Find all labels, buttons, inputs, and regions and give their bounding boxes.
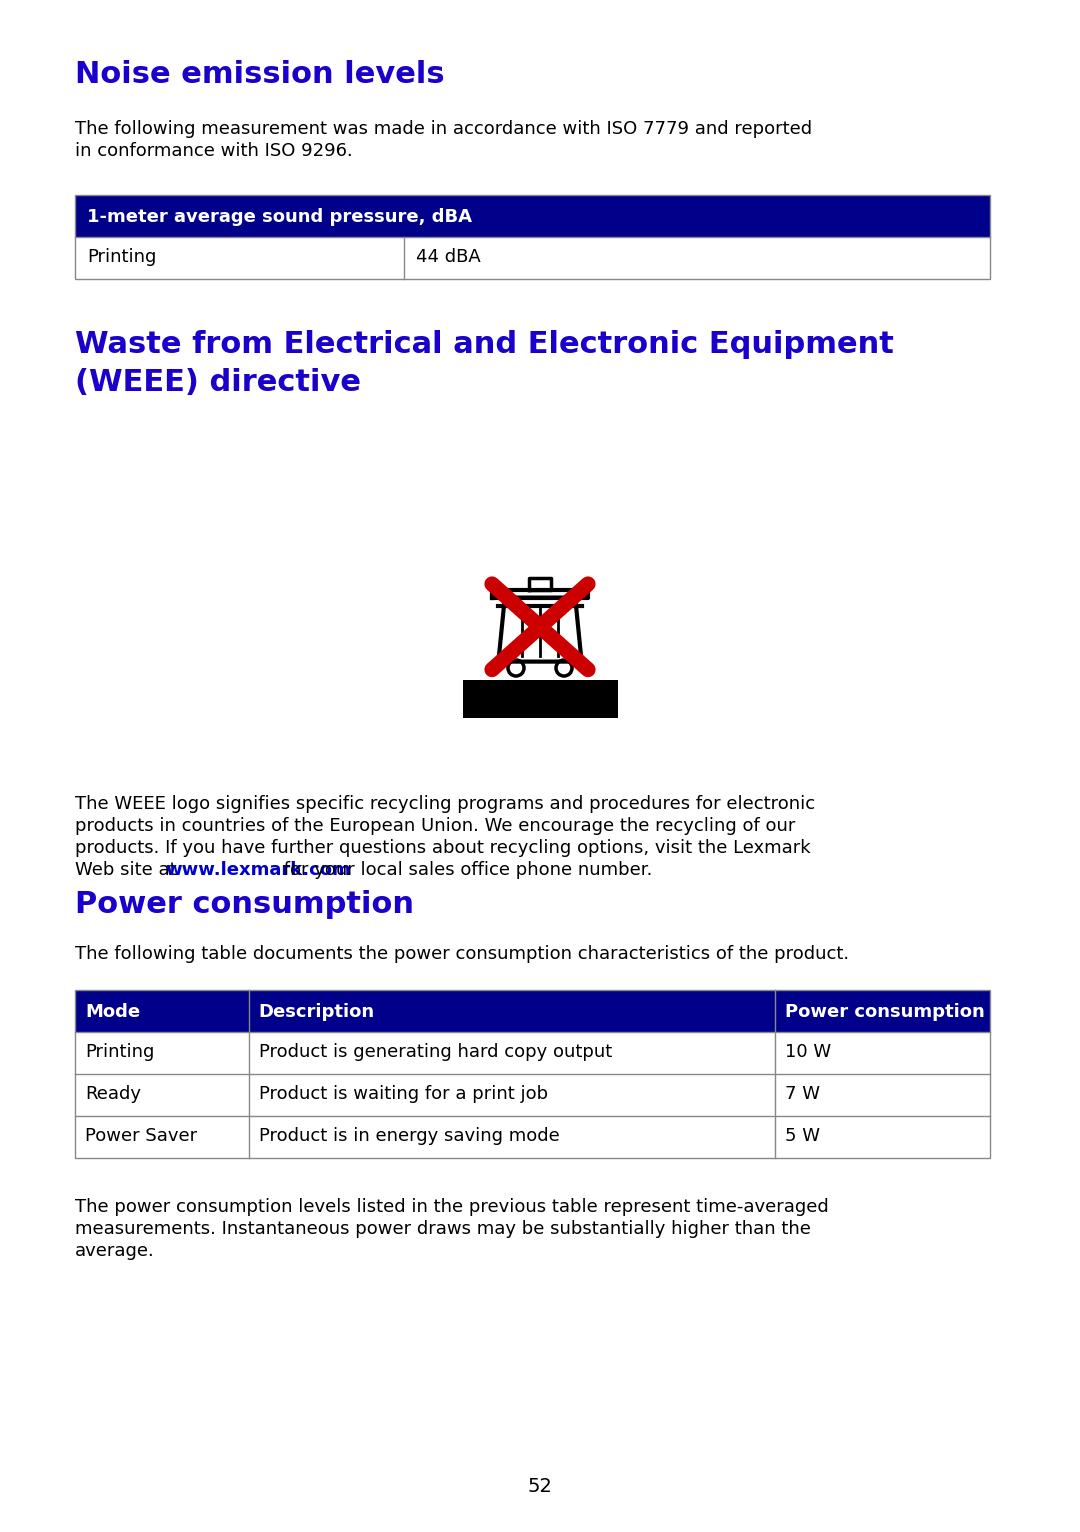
Text: products. If you have further questions about recycling options, visit the Lexma: products. If you have further questions … bbox=[75, 840, 811, 856]
Text: average.: average. bbox=[75, 1242, 154, 1259]
Text: 52: 52 bbox=[527, 1477, 553, 1497]
FancyBboxPatch shape bbox=[462, 680, 618, 719]
Text: Description: Description bbox=[259, 1003, 375, 1020]
Text: for your local sales office phone number.: for your local sales office phone number… bbox=[278, 861, 652, 879]
Text: Printing: Printing bbox=[85, 1043, 154, 1062]
Text: 10 W: 10 W bbox=[785, 1043, 832, 1062]
Text: The WEEE logo signifies specific recycling programs and procedures for electroni: The WEEE logo signifies specific recycli… bbox=[75, 795, 815, 813]
Polygon shape bbox=[498, 597, 582, 662]
FancyBboxPatch shape bbox=[75, 195, 990, 237]
Text: measurements. Instantaneous power draws may be substantially higher than the: measurements. Instantaneous power draws … bbox=[75, 1219, 811, 1238]
Text: Power consumption: Power consumption bbox=[75, 890, 414, 919]
Text: Waste from Electrical and Electronic Equipment: Waste from Electrical and Electronic Equ… bbox=[75, 329, 894, 358]
Text: 44 dBA: 44 dBA bbox=[417, 248, 482, 267]
Text: 1-meter average sound pressure, dBA: 1-meter average sound pressure, dBA bbox=[87, 208, 472, 227]
FancyBboxPatch shape bbox=[75, 990, 990, 1033]
Text: Power Saver: Power Saver bbox=[85, 1128, 198, 1144]
Text: Power consumption: Power consumption bbox=[785, 1003, 985, 1020]
Text: Ready: Ready bbox=[85, 1085, 141, 1103]
Text: Web site at: Web site at bbox=[75, 861, 183, 879]
Text: Product is in energy saving mode: Product is in energy saving mode bbox=[259, 1128, 559, 1144]
Polygon shape bbox=[529, 579, 551, 590]
Text: Product is generating hard copy output: Product is generating hard copy output bbox=[259, 1043, 612, 1062]
Text: Mode: Mode bbox=[85, 1003, 140, 1020]
Text: www.lexmark.com: www.lexmark.com bbox=[165, 861, 351, 879]
Text: Noise emission levels: Noise emission levels bbox=[75, 60, 445, 89]
Text: Product is waiting for a print job: Product is waiting for a print job bbox=[259, 1085, 548, 1103]
Text: products in countries of the European Union. We encourage the recycling of our: products in countries of the European Un… bbox=[75, 817, 795, 835]
Circle shape bbox=[508, 660, 524, 676]
Text: in conformance with ISO 9296.: in conformance with ISO 9296. bbox=[75, 142, 353, 159]
Text: The following measurement was made in accordance with ISO 7779 and reported: The following measurement was made in ac… bbox=[75, 119, 812, 138]
Text: The following table documents the power consumption characteristics of the produ: The following table documents the power … bbox=[75, 945, 849, 964]
Circle shape bbox=[556, 660, 572, 676]
Text: (WEEE) directive: (WEEE) directive bbox=[75, 368, 361, 397]
Text: 5 W: 5 W bbox=[785, 1128, 820, 1144]
Polygon shape bbox=[492, 590, 588, 597]
Text: Printing: Printing bbox=[87, 248, 157, 267]
Text: The power consumption levels listed in the previous table represent time-average: The power consumption levels listed in t… bbox=[75, 1198, 828, 1216]
Text: 7 W: 7 W bbox=[785, 1085, 820, 1103]
